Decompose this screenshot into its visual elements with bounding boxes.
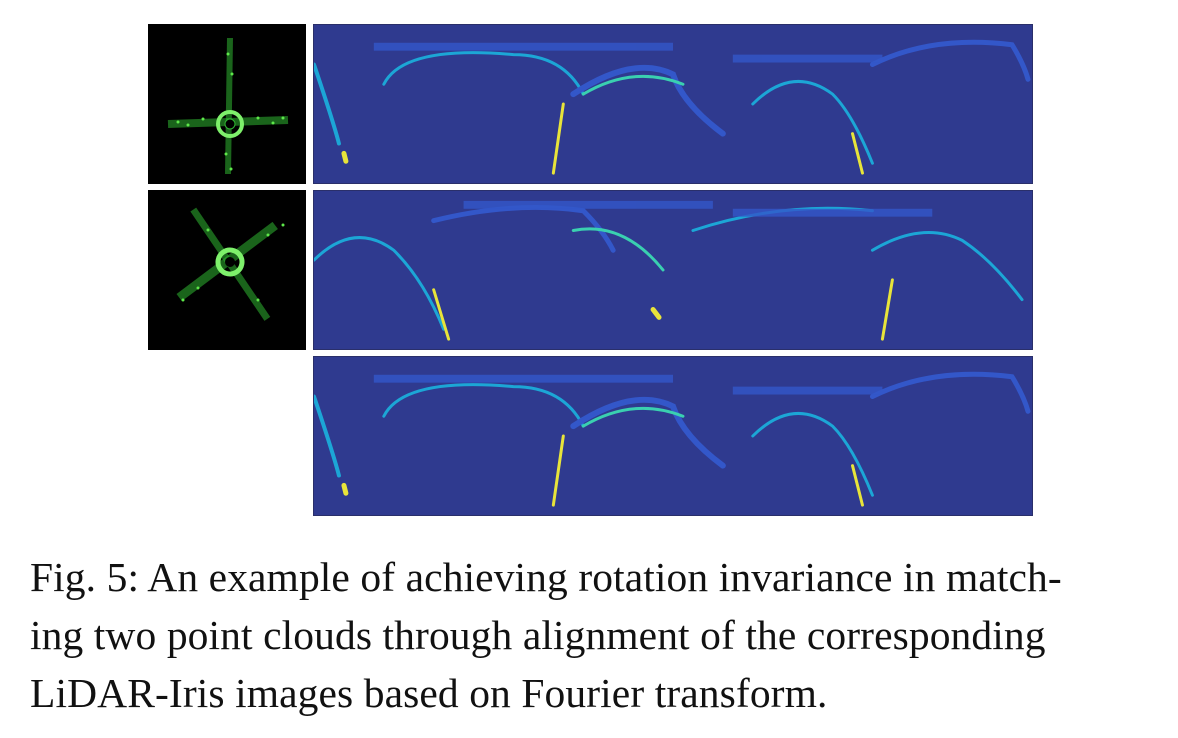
point-cloud-image-2 [148,190,306,350]
figure [148,24,1033,516]
figure-caption: Fig. 5: An example of achieving rotation… [30,548,1155,722]
lidar-iris-image-aligned [313,356,1033,516]
point-cloud-image-1 [148,24,306,184]
lidar-iris-image-2 [313,190,1033,350]
caption-line-1: Fig. 5: An example of achieving rotation… [30,554,1062,600]
lidar-iris-image-1 [313,24,1033,184]
caption-line-3: LiDAR-Iris images based on Fourier trans… [30,670,828,716]
caption-line-2: ing two point clouds through alignment o… [30,612,1046,658]
